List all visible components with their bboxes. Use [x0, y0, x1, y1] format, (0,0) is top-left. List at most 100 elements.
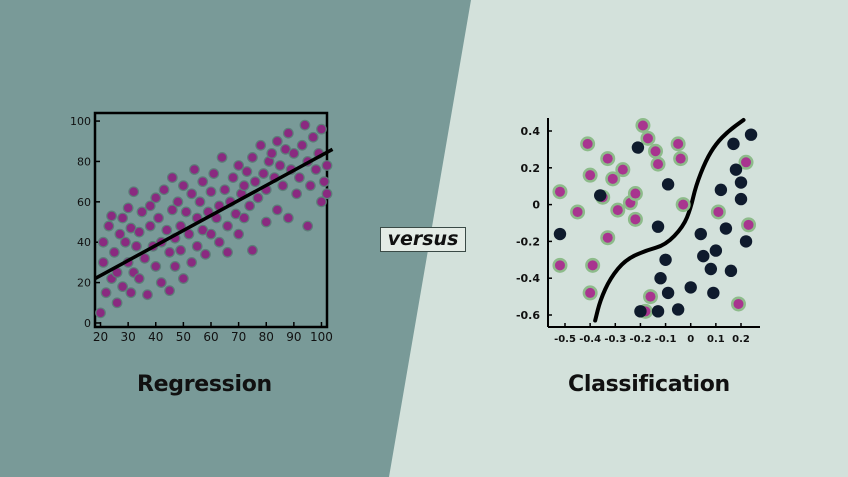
data-point [296, 139, 308, 151]
data-point [208, 168, 220, 179]
data-point [233, 228, 245, 240]
class-a-point [572, 206, 583, 217]
data-point [227, 172, 239, 184]
x-tick-label: 0 [687, 334, 694, 345]
data-point [219, 184, 231, 196]
x-tick-label: -0.3 [604, 334, 626, 345]
data-point [238, 212, 250, 224]
data-point [266, 147, 278, 159]
class-b-point [724, 264, 738, 278]
class-b-point [729, 163, 743, 176]
data-point [111, 297, 123, 309]
class-b-point [651, 305, 665, 318]
data-point [125, 287, 137, 299]
class-a-point [630, 188, 641, 199]
class-a-point [645, 291, 656, 302]
y-tick-label: 60 [77, 196, 91, 209]
data-point [293, 172, 305, 184]
data-point [191, 240, 203, 252]
data-point [142, 289, 153, 301]
data-point [233, 160, 245, 171]
y-tick-label: 0 [84, 317, 91, 330]
class-a-point [650, 146, 661, 157]
class-a-point [642, 133, 653, 144]
class-a-point [554, 186, 565, 197]
data-point [114, 228, 126, 240]
class-b-point [744, 128, 758, 141]
data-point [158, 184, 170, 196]
x-tick-label: -0.5 [554, 334, 576, 345]
class-b-point [553, 227, 567, 241]
data-point [106, 210, 117, 222]
class-b-point [709, 244, 723, 257]
class-a-point [587, 260, 598, 271]
class-a-point [653, 159, 664, 170]
data-point [291, 188, 303, 200]
class-a-point [675, 153, 686, 164]
data-point [213, 236, 225, 248]
class-b-point [704, 262, 718, 276]
class-b-point [654, 272, 667, 285]
data-point [117, 212, 129, 224]
y-tick-label: -0.4 [516, 272, 540, 285]
data-point [197, 176, 209, 188]
data-point [238, 180, 250, 192]
data-point [252, 192, 264, 204]
regression-line [94, 147, 334, 281]
class-a-point [741, 157, 752, 168]
x-tick-label: -0.1 [655, 334, 677, 345]
data-point [247, 244, 258, 256]
class-a-point [585, 170, 596, 181]
data-point [282, 127, 294, 139]
class-b-point [697, 249, 710, 263]
class-a-point [678, 199, 689, 210]
x-tick-label: 50 [176, 330, 191, 344]
data-point [216, 152, 228, 163]
data-point [299, 119, 311, 131]
data-point [247, 152, 258, 163]
data-point [258, 168, 269, 179]
data-point [139, 252, 151, 264]
class-b-point [734, 192, 748, 206]
class-a-point [607, 173, 618, 184]
class-a-point [585, 287, 596, 298]
y-tick-label: 40 [77, 236, 91, 249]
classification-title: Classification [568, 372, 730, 397]
class-a-point [637, 120, 648, 131]
data-point [122, 202, 134, 214]
data-point [186, 256, 198, 268]
class-b-point [684, 281, 697, 294]
data-point [169, 261, 181, 272]
data-point [161, 224, 173, 236]
class-a-point [743, 219, 754, 230]
x-tick-label: 30 [121, 330, 136, 344]
class-b-point [659, 253, 672, 266]
class-b-point [634, 305, 647, 318]
x-tick-label: 90 [286, 330, 301, 344]
data-point [103, 220, 115, 232]
data-point [189, 164, 200, 175]
class-b-point [661, 178, 675, 191]
data-point [307, 131, 319, 143]
y-tick-label: -0.2 [516, 235, 540, 248]
data-point [175, 244, 187, 256]
data-point [164, 285, 175, 297]
y-tick-label: 20 [77, 277, 91, 290]
x-tick-label: 0.1 [707, 334, 725, 345]
data-point [100, 287, 112, 299]
data-point [153, 212, 164, 224]
y-tick-label: 0.4 [521, 125, 541, 138]
x-tick-label: 40 [148, 330, 163, 344]
data-point [155, 277, 167, 288]
x-tick-label: 100 [310, 330, 333, 344]
y-tick-label: 80 [77, 155, 91, 168]
data-point [108, 246, 120, 258]
class-b-point [739, 235, 753, 248]
data-point [133, 273, 145, 284]
x-tick-label: 80 [259, 330, 274, 344]
data-point [136, 206, 148, 218]
data-point [288, 147, 300, 159]
data-point [177, 273, 189, 284]
